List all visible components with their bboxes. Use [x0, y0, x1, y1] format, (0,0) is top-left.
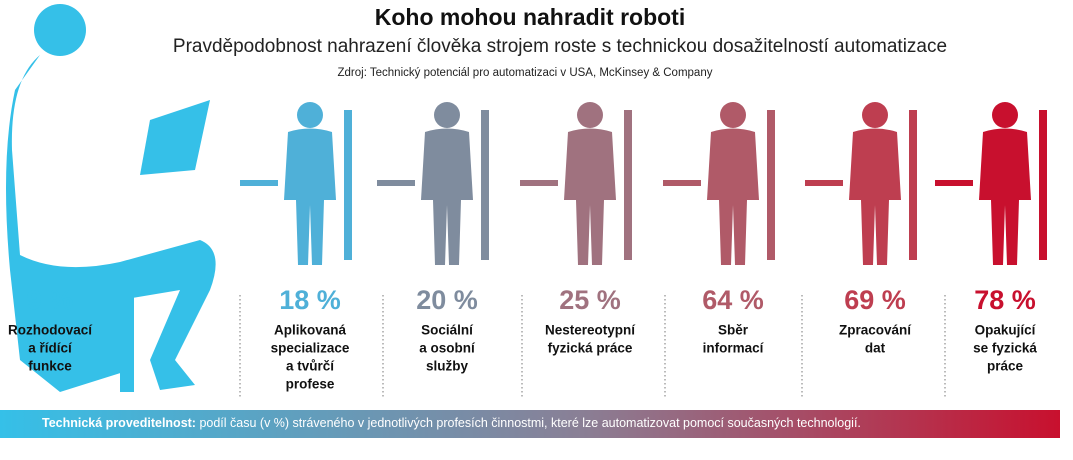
head [992, 102, 1018, 128]
category-label: Sběr [718, 323, 749, 338]
head [577, 102, 603, 128]
profession-silhouette [935, 102, 1047, 265]
body [421, 128, 473, 265]
category-label: Zpracování [839, 323, 912, 338]
percent: 69 % [844, 285, 906, 315]
percent: 20 % [416, 285, 478, 315]
body [707, 128, 759, 265]
category-label: informací [703, 341, 765, 356]
category-label: funkce [28, 359, 72, 374]
head [720, 102, 746, 128]
prop [624, 110, 632, 260]
head [297, 102, 323, 128]
category-label: Rozhodovací [8, 323, 93, 338]
source: Zdroj: Technický potenciál pro automatiz… [338, 67, 713, 79]
percent: 78 % [974, 285, 1036, 315]
category-label: Sociální [421, 323, 474, 338]
body [849, 128, 901, 265]
prop [909, 110, 917, 260]
category-label: Aplikovaná [274, 323, 347, 338]
prop [767, 110, 775, 260]
category-label: a osobní [419, 341, 476, 356]
prop [520, 180, 558, 186]
title: Koho mohou nahradit roboti [375, 4, 685, 30]
profession-silhouette [805, 102, 917, 265]
profession-silhouette [663, 102, 775, 265]
percent: 18 % [279, 285, 341, 315]
head [862, 102, 888, 128]
prop [805, 180, 843, 186]
category-label: práce [987, 359, 1024, 374]
category-label: a řídící [28, 341, 73, 356]
category-label: a tvůrčí [286, 359, 335, 374]
prop [1039, 110, 1047, 260]
category-label: Opakující [975, 323, 1037, 338]
profession-silhouette [240, 102, 352, 265]
prop [377, 180, 415, 186]
category-label: specializace [271, 341, 350, 356]
category-label: fyzická práce [548, 341, 633, 356]
category-label: Nestereotypní [545, 323, 636, 338]
prop [935, 180, 973, 186]
category-label: profese [286, 377, 335, 392]
footer-bar [0, 410, 1060, 438]
category-label: se fyzická [973, 341, 1037, 356]
percent: 9 % [27, 285, 74, 315]
prop [240, 180, 278, 186]
percent: 25 % [559, 285, 621, 315]
footer-description: podíl času (v %) stráveného v jednotlivý… [199, 416, 860, 430]
category-label: dat [865, 341, 886, 356]
profession-silhouette [520, 102, 632, 265]
category-label: služby [426, 359, 469, 374]
percent: 64 % [702, 285, 764, 315]
body [284, 128, 336, 265]
subtitle: Pravděpodobnost nahrazení člověka stroje… [173, 36, 947, 57]
profession-silhouette [377, 102, 489, 265]
footer-text: Technická proveditelnost: podíl času (v … [42, 416, 861, 430]
body [979, 128, 1031, 265]
body [564, 128, 616, 265]
footer-term: Technická proveditelnost: [42, 416, 196, 430]
prop [344, 110, 352, 260]
prop [481, 110, 489, 260]
head [434, 102, 460, 128]
prop [663, 180, 701, 186]
decision-maker-silhouette [6, 4, 216, 392]
